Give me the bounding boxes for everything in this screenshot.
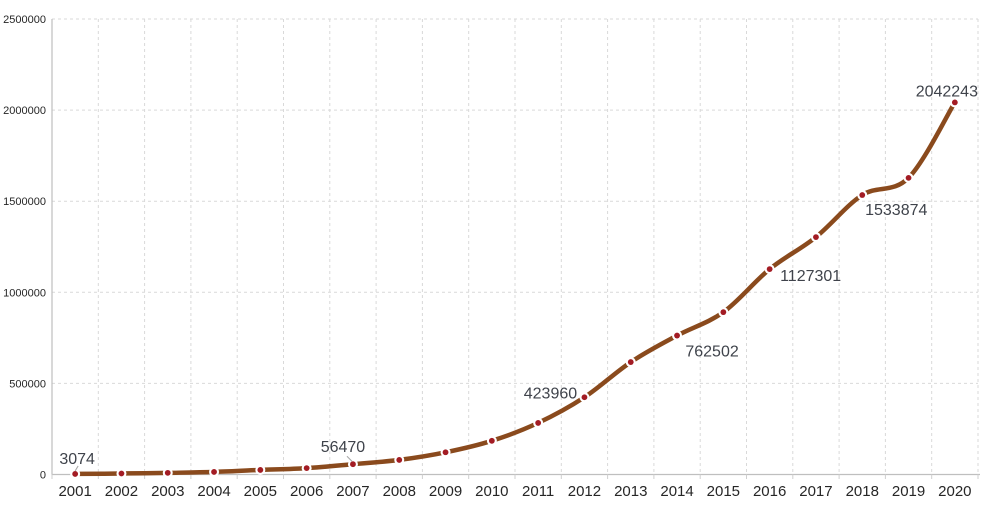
data-point-marker: [581, 394, 588, 401]
y-tick-label: 2500000: [3, 14, 46, 26]
x-tick-label: 2008: [383, 483, 416, 500]
x-tick-label: 2009: [429, 483, 462, 500]
data-point-marker: [396, 457, 403, 463]
x-tick-label: 2005: [244, 483, 277, 500]
x-tick-label: 2003: [151, 483, 184, 500]
x-tick-label: 2006: [290, 483, 323, 500]
x-tick-label: 2011: [522, 483, 554, 500]
data-point-marker: [164, 469, 171, 476]
y-tick-label: 1000000: [3, 287, 46, 299]
x-tick-label: 2010: [475, 483, 508, 500]
y-tick-label: 2000000: [3, 105, 46, 117]
x-tick-label: 2004: [197, 483, 230, 500]
x-tick-label: 2001: [58, 483, 91, 500]
x-tick-label: 2019: [892, 483, 925, 500]
x-tick-label: 2018: [846, 483, 879, 500]
y-tick-label: 1500000: [3, 196, 46, 208]
data-point-marker: [905, 174, 912, 181]
data-label-leader-line: [346, 455, 353, 462]
data-point-marker: [257, 467, 264, 473]
data-label: 1127301: [780, 268, 841, 285]
data-point-marker: [813, 234, 819, 240]
x-tick-label: 2020: [938, 483, 971, 500]
x-tick-label: 2002: [105, 483, 138, 500]
data-point-marker: [627, 359, 634, 365]
x-tick-label: 2014: [660, 483, 693, 500]
data-label: 1533874: [865, 202, 927, 219]
x-tick-label: 2013: [614, 483, 647, 500]
x-tick-label: 2017: [799, 483, 832, 500]
x-tick-label: 2012: [568, 483, 601, 500]
data-point-marker: [766, 266, 773, 273]
data-point-marker: [488, 437, 495, 444]
data-label: 3074: [59, 451, 95, 468]
data-point-marker: [674, 332, 680, 339]
data-label: 2042243: [916, 83, 978, 100]
data-point-marker: [535, 420, 542, 426]
data-point-marker: [859, 192, 866, 198]
data-point-marker: [442, 449, 449, 456]
y-tick-label: 0: [40, 470, 46, 482]
data-point-marker: [211, 469, 217, 475]
data-label-leader-line: [74, 465, 79, 472]
x-tick-label: 2016: [753, 483, 786, 500]
data-point-marker: [350, 461, 356, 468]
data-label: 56470: [321, 439, 366, 456]
data-label: 762502: [685, 344, 738, 361]
y-tick-label: 500000: [9, 378, 46, 390]
data-point-marker: [720, 309, 727, 316]
x-tick-label: 2015: [707, 483, 740, 500]
data-point-marker: [72, 471, 79, 477]
data-label: 423960: [524, 385, 577, 402]
data-point-marker: [303, 465, 310, 472]
data-point-marker: [118, 470, 125, 477]
x-tick-label: 2007: [336, 483, 369, 500]
data-point-marker: [951, 99, 958, 106]
